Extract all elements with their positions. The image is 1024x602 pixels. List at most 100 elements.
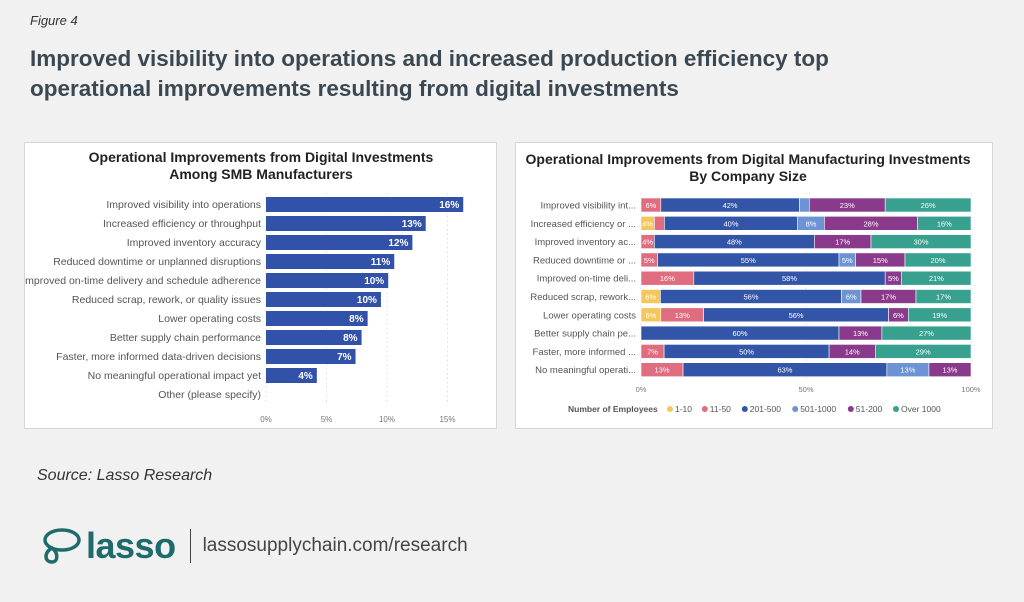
left-bar-chart: Operational Improvements from Digital In… xyxy=(22,149,464,424)
bar-segment xyxy=(799,197,810,213)
data-label: 48% xyxy=(727,238,742,247)
legend-marker xyxy=(667,406,673,412)
data-label: 5% xyxy=(644,256,655,265)
bar-segment xyxy=(870,234,972,249)
data-label: 6% xyxy=(645,311,656,320)
category-label: No meaningful operati... xyxy=(535,365,636,376)
data-label: 20% xyxy=(930,256,945,265)
left-chart-panel: Operational Improvements from Digital In… xyxy=(22,142,497,429)
data-label: 8% xyxy=(349,314,364,325)
bar xyxy=(266,349,356,364)
bar xyxy=(266,292,381,307)
legend-title: Number of Employees xyxy=(568,404,658,414)
legend-marker xyxy=(847,406,854,412)
legend-item: 501-1000 xyxy=(800,404,836,414)
data-label: 50% xyxy=(739,347,754,356)
data-label: 10% xyxy=(357,295,377,306)
bar-segment xyxy=(904,252,972,268)
bar xyxy=(266,311,368,326)
legend-item: 201-500 xyxy=(750,404,781,414)
legend-marker xyxy=(792,406,799,412)
data-label: 8% xyxy=(806,219,817,228)
data-label: 13% xyxy=(853,329,868,338)
headline: Improved visibility into operations and … xyxy=(30,46,829,101)
lasso-loop-icon xyxy=(43,528,81,564)
data-label: 42% xyxy=(723,201,738,210)
category-label: Lower operating costs xyxy=(543,310,636,321)
data-label: 12% xyxy=(388,238,408,249)
source-note: Source: Lasso Research xyxy=(37,467,213,484)
category-label: Reduced scrap, rework, or quality issues xyxy=(72,294,261,306)
data-label: 23% xyxy=(840,201,855,210)
category-label: Increased efficiency or throughput xyxy=(103,218,261,230)
legend-item: 11-50 xyxy=(710,404,731,414)
data-label: 13% xyxy=(402,219,422,230)
data-label: 16% xyxy=(660,274,675,283)
x-tick-label: 5% xyxy=(321,415,333,424)
right-stacked-bar-chart: Operational Improvements from Digital Ma… xyxy=(526,151,981,414)
data-label: 27% xyxy=(919,329,934,338)
data-label: 16% xyxy=(439,200,459,211)
x-tick-label: 0% xyxy=(636,385,647,394)
bar-segment xyxy=(917,216,972,231)
data-label: 13% xyxy=(675,311,690,320)
category-label: Reduced downtime or unplanned disruption… xyxy=(53,256,261,268)
data-label: 55% xyxy=(741,256,756,265)
chart-title: Operational Improvements from Digital In… xyxy=(89,149,434,182)
data-label: 26% xyxy=(921,201,936,210)
bar xyxy=(266,368,317,383)
data-label: 10% xyxy=(364,276,384,287)
bar-segment xyxy=(901,270,972,286)
data-label: 60% xyxy=(732,329,747,338)
data-label: 17% xyxy=(881,293,896,302)
data-label: 11% xyxy=(371,257,391,268)
data-label: 6% xyxy=(645,201,656,210)
data-label: 6% xyxy=(645,293,656,302)
data-label: 58% xyxy=(782,274,797,283)
data-label: 4% xyxy=(298,371,313,382)
legend-marker xyxy=(701,406,708,412)
bar-segment xyxy=(881,325,972,341)
data-label: 5% xyxy=(888,274,899,283)
logo-wordmark: lasso xyxy=(86,525,176,566)
data-label: 7% xyxy=(337,352,352,363)
data-label: 63% xyxy=(777,366,792,375)
data-label: 56% xyxy=(743,293,758,302)
logo-url[interactable]: lassosupplychain.com/research xyxy=(202,535,468,556)
data-label: 7% xyxy=(647,347,658,356)
bar-segment xyxy=(874,344,972,359)
data-label: 28% xyxy=(863,219,878,228)
data-label: 13% xyxy=(900,366,915,375)
category-label: Faster, more informed ... xyxy=(533,347,636,358)
lasso-logo[interactable]: lasso lassosupplychain.com/research xyxy=(38,524,468,568)
legend-item: Over 1000 xyxy=(901,404,941,414)
category-label: Improved inventory ac... xyxy=(535,237,636,248)
data-label: 6% xyxy=(846,293,857,302)
legend-item: 1-10 xyxy=(675,404,692,414)
category-label: Improved on-time delivery and schedule a… xyxy=(25,275,261,287)
bar-segment xyxy=(884,197,972,213)
data-label: 30% xyxy=(913,238,928,247)
data-label: 29% xyxy=(916,347,931,356)
bar xyxy=(266,235,413,250)
data-label: 40% xyxy=(723,219,738,228)
data-label: 13% xyxy=(655,366,670,375)
data-label: 19% xyxy=(932,311,947,320)
data-label: 17% xyxy=(936,293,951,302)
category-label: No meaningful operational impact yet xyxy=(88,370,261,382)
category-label: Increased efficiency or ... xyxy=(531,219,636,230)
data-label: 4% xyxy=(642,238,653,247)
bar-segment xyxy=(654,216,665,231)
bar-segment xyxy=(907,307,972,323)
bar xyxy=(266,273,389,288)
category-label: Improved on-time deli... xyxy=(537,274,636,285)
data-label: 5% xyxy=(842,256,853,265)
logo-divider xyxy=(189,529,191,563)
bar xyxy=(266,197,464,212)
bar-segment xyxy=(928,362,972,377)
data-label: 16% xyxy=(937,219,952,228)
x-tick-label: 100% xyxy=(961,385,981,394)
category-label: Better supply chain pe... xyxy=(534,329,636,340)
category-label: Lower operating costs xyxy=(158,313,261,325)
right-chart-panel: Operational Improvements from Digital Ma… xyxy=(515,142,993,429)
